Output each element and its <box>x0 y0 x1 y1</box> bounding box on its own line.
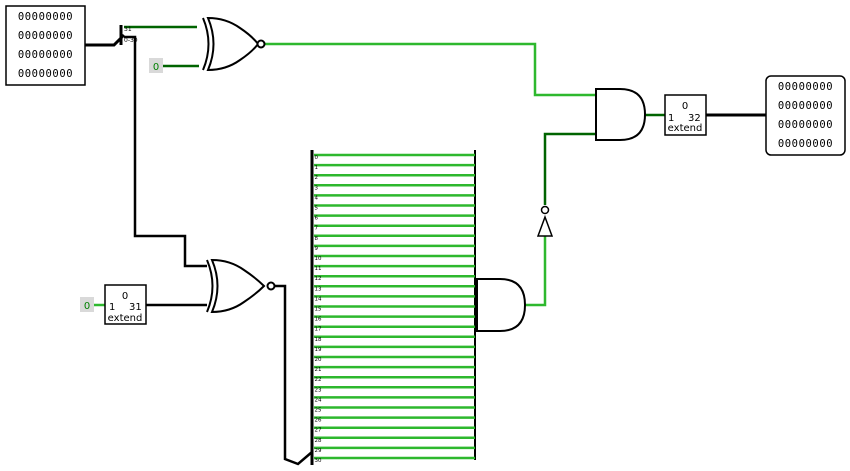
splitter-big-label: 28 <box>315 438 322 444</box>
splitter-big-label: 27 <box>315 428 322 434</box>
constant-top[interactable]: 0 <box>149 58 163 73</box>
splitter-big-label: 30 <box>315 458 322 464</box>
extender-right-label: extend <box>668 123 703 134</box>
and-gate-top[interactable] <box>595 88 647 141</box>
bus-wire-0-30 <box>124 35 207 268</box>
input-probe[interactable]: 00000000 00000000 00000000 00000000 <box>5 5 86 86</box>
splitter-big-label: 9 <box>315 246 319 252</box>
extender-right-out-width: 32 <box>688 113 701 124</box>
extender-in-value: 0 <box>122 291 128 302</box>
constant-top-value: 0 <box>153 62 159 73</box>
output-probe-row: 00000000 <box>778 100 833 112</box>
splitter-big-label: 7 <box>315 226 319 232</box>
splitter-big-label: 16 <box>315 317 322 323</box>
output-probe[interactable]: 00000000 00000000 00000000 00000000 <box>765 75 846 156</box>
splitter-big-label: 14 <box>315 296 322 302</box>
bus-wire-input <box>85 33 126 47</box>
xnor-gate-bottom[interactable] <box>206 258 276 314</box>
splitter-big-label: 12 <box>315 276 322 282</box>
extender-label: extend <box>108 313 143 324</box>
xnor-gate-top[interactable] <box>202 16 266 72</box>
input-probe-row: 00000000 <box>18 11 73 23</box>
output-probe-row: 00000000 <box>778 119 833 131</box>
not-gate[interactable] <box>536 205 554 237</box>
constant-bottom[interactable]: 0 <box>80 297 94 312</box>
splitter-top[interactable]: 31 0-30 <box>119 25 138 45</box>
output-probe-row: 00000000 <box>778 138 833 150</box>
bit-extender-right[interactable]: 0 1 32 extend <box>664 94 707 136</box>
bit-extender-bottom[interactable]: 0 1 31 extend <box>104 284 147 325</box>
extender-out-width: 31 <box>129 302 142 313</box>
wire-not-out <box>543 132 596 205</box>
splitter-big-label: 2 <box>315 175 319 181</box>
splitter-big-label: 23 <box>315 387 322 393</box>
splitter-big-label: 21 <box>315 367 322 373</box>
splitter-big-label: 22 <box>315 377 322 383</box>
splitter-top-label: 0-30 <box>124 37 138 44</box>
splitter-big-label: 11 <box>315 266 322 272</box>
extender-right-in-value: 0 <box>682 101 688 112</box>
splitter-big-label: 6 <box>315 216 319 222</box>
extender-in-width: 1 <box>109 302 115 313</box>
splitter-big[interactable]: 0123456789101112131415161718192021222324… <box>310 150 322 465</box>
splitter-big-label: 15 <box>315 307 322 313</box>
splitter-big-label: 3 <box>315 185 319 191</box>
input-probe-row: 00000000 <box>18 68 73 80</box>
splitter-big-label: 17 <box>315 327 322 333</box>
constant-bottom-value: 0 <box>84 301 90 312</box>
input-probe-row: 00000000 <box>18 49 73 61</box>
input-probe-row: 00000000 <box>18 30 73 42</box>
splitter-top-label: 31 <box>124 26 132 33</box>
bus-wire-xor-to-splitter <box>275 284 313 466</box>
splitter-big-label: 25 <box>315 408 322 414</box>
splitter-fanout-wires <box>314 153 475 460</box>
splitter-big-label: 1 <box>315 165 319 171</box>
splitter-big-label: 13 <box>315 286 322 292</box>
output-probe-row: 00000000 <box>778 81 833 93</box>
splitter-big-labels: 0123456789101112131415161718192021222324… <box>315 155 322 464</box>
extender-right-in-width: 1 <box>668 113 674 124</box>
splitter-big-label: 4 <box>315 195 319 201</box>
splitter-big-label: 20 <box>315 357 322 363</box>
splitter-big-label: 29 <box>315 448 322 454</box>
splitter-big-label: 8 <box>315 236 319 242</box>
splitter-big-label: 18 <box>315 337 322 343</box>
splitter-big-label: 24 <box>315 397 322 403</box>
splitter-big-label: 19 <box>315 347 322 353</box>
splitter-big-label: 5 <box>315 206 319 212</box>
splitter-big-label: 0 <box>315 155 319 161</box>
and-gate-bottom[interactable] <box>476 278 527 332</box>
splitter-big-label: 10 <box>315 256 322 262</box>
splitter-big-label: 26 <box>315 418 322 424</box>
wire-and-to-not <box>525 236 547 307</box>
wire-xor-top-out <box>265 42 596 97</box>
